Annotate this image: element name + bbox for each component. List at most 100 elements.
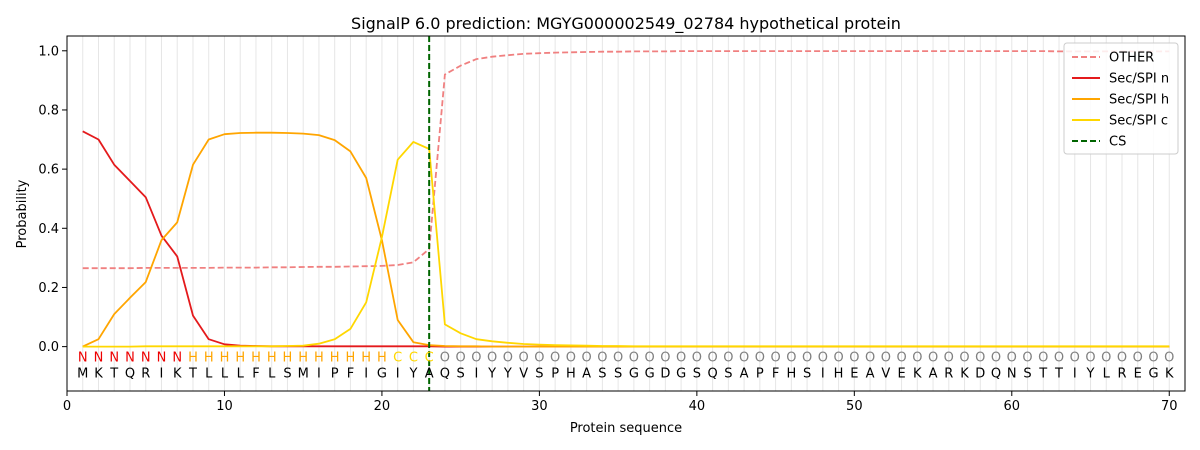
residue-letter: I xyxy=(474,367,478,382)
residue-letter: R xyxy=(944,367,953,382)
y-tick-label: 1.0 xyxy=(38,44,59,59)
region-label: H xyxy=(377,350,387,365)
region-label: O xyxy=(1054,350,1064,365)
residue-letter: Y xyxy=(408,367,417,382)
region-label: O xyxy=(440,350,450,365)
residue-letter: S xyxy=(693,367,701,382)
y-tick-label: 0.6 xyxy=(38,163,59,178)
region-label: O xyxy=(739,350,749,365)
x-tick-label: 10 xyxy=(216,399,233,414)
residue-letter: S xyxy=(598,367,606,382)
residue-letter: F xyxy=(252,367,259,382)
region-label: H xyxy=(267,350,277,365)
residue-letter: P xyxy=(331,367,339,382)
residue-letter: S xyxy=(614,367,622,382)
residue-letter: S xyxy=(457,367,465,382)
region-label: N xyxy=(125,350,135,365)
region-label: O xyxy=(1133,350,1143,365)
residue-letter: Q xyxy=(125,367,135,382)
residue-letter: S xyxy=(283,367,291,382)
residue-letter: V xyxy=(519,367,528,382)
x-tick-label: 70 xyxy=(1161,399,1178,414)
residue-letter: K xyxy=(173,367,182,382)
x-tick-label: 40 xyxy=(689,399,706,414)
region-label: O xyxy=(991,350,1001,365)
residue-letter: Q xyxy=(440,367,450,382)
region-label: O xyxy=(1070,350,1080,365)
region-label: H xyxy=(251,350,261,365)
region-label: O xyxy=(582,350,592,365)
residue-letter: L xyxy=(221,367,229,382)
region-label: O xyxy=(1022,350,1032,365)
region-label: O xyxy=(1038,350,1048,365)
residue-letter: A xyxy=(866,367,875,382)
series-sec-spi-c-line xyxy=(82,140,1170,348)
residue-letter: K xyxy=(913,367,922,382)
residue-letter: P xyxy=(756,367,764,382)
x-axis-title: Protein sequence xyxy=(570,421,682,436)
residue-letter: K xyxy=(1165,367,1174,382)
y-tick-label: 0.2 xyxy=(38,281,59,296)
x-tick-label: 50 xyxy=(846,399,863,414)
region-label: H xyxy=(346,350,356,365)
residue-letter: S xyxy=(1023,367,1031,382)
residue-letter: H xyxy=(834,367,844,382)
residue-letter: F xyxy=(347,367,354,382)
residue-letter: A xyxy=(740,367,749,382)
sequence-letters-layer: NMNKNTNQNRNINKHTHLHLHLHFHLHSHMHIHPHFHIHG… xyxy=(77,350,1174,381)
residue-letter: I xyxy=(364,367,368,382)
y-tick-label: 0.0 xyxy=(38,340,59,355)
residue-letter: G xyxy=(629,367,639,382)
chart-title: SignalP 6.0 prediction: MGYG000002549_02… xyxy=(351,14,901,34)
x-tick-label: 30 xyxy=(531,399,548,414)
region-label: H xyxy=(330,350,340,365)
residue-letter: Y xyxy=(487,367,496,382)
residue-letter: P xyxy=(551,367,559,382)
plot-frame xyxy=(66,35,1186,392)
series-layer xyxy=(82,36,1170,391)
region-label: O xyxy=(865,350,875,365)
series-sec-spi-n-line xyxy=(82,130,1170,348)
region-label: H xyxy=(188,350,198,365)
region-label: N xyxy=(141,350,151,365)
residue-letter: T xyxy=(109,367,118,382)
region-label: O xyxy=(692,350,702,365)
region-label: H xyxy=(283,350,293,365)
residue-letter: A xyxy=(929,367,938,382)
region-label: O xyxy=(645,350,655,365)
region-label: N xyxy=(78,350,88,365)
residue-letter: H xyxy=(786,367,796,382)
legend-label-sec-spi-h: Sec/SPI h xyxy=(1109,93,1169,108)
region-label: H xyxy=(361,350,371,365)
region-label: O xyxy=(802,350,812,365)
legend-box xyxy=(1063,42,1179,155)
residue-letter: G xyxy=(1148,367,1158,382)
residue-letter: L xyxy=(1103,367,1111,382)
residue-letter: M xyxy=(298,367,309,382)
residue-letter: S xyxy=(803,367,811,382)
residue-letter: I xyxy=(160,367,164,382)
region-label: H xyxy=(298,350,308,365)
residue-letter: E xyxy=(850,367,858,382)
region-label: O xyxy=(1117,350,1127,365)
residue-letter: T xyxy=(188,367,197,382)
region-label: O xyxy=(786,350,796,365)
residue-letter: E xyxy=(897,367,905,382)
legend: OTHER Sec/SPI n Sec/SPI h Sec/SPI c CS xyxy=(1063,42,1179,155)
residue-letter: A xyxy=(425,367,434,382)
region-label: O xyxy=(456,350,466,365)
region-label: O xyxy=(896,350,906,365)
x-tick-label: 60 xyxy=(1004,399,1021,414)
residue-letter: I xyxy=(317,367,321,382)
residue-letter: E xyxy=(1134,367,1142,382)
residue-letter: G xyxy=(645,367,655,382)
residue-letter: Y xyxy=(503,367,512,382)
region-label: O xyxy=(944,350,954,365)
residue-letter: L xyxy=(237,367,245,382)
residue-letter: R xyxy=(141,367,150,382)
region-label: C xyxy=(393,350,402,365)
ticks-layer: 0 10 20 30 40 50 60 70 0.0 0.2 0.4 0.6 0.8 1.0 xyxy=(38,44,1177,414)
region-label: O xyxy=(1148,350,1158,365)
region-label: N xyxy=(94,350,104,365)
residue-letter: G xyxy=(676,367,686,382)
